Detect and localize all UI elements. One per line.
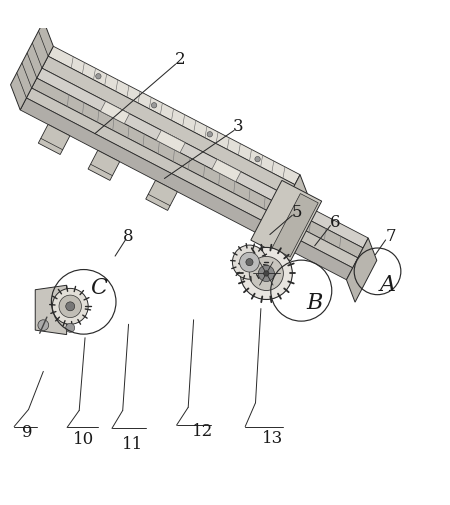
Text: 3: 3	[233, 118, 244, 135]
Circle shape	[239, 252, 259, 272]
Text: C: C	[90, 277, 107, 299]
Polygon shape	[48, 46, 300, 185]
Polygon shape	[38, 124, 70, 155]
Circle shape	[59, 295, 81, 318]
Text: 13: 13	[261, 430, 283, 447]
Text: 6: 6	[330, 214, 340, 231]
Text: 9: 9	[22, 424, 33, 441]
Polygon shape	[212, 159, 241, 182]
Text: B: B	[306, 292, 323, 314]
Circle shape	[96, 74, 101, 79]
Text: 7: 7	[386, 228, 396, 245]
Polygon shape	[100, 102, 130, 124]
Circle shape	[246, 259, 253, 266]
Polygon shape	[42, 56, 295, 196]
Circle shape	[66, 302, 75, 311]
Circle shape	[151, 103, 157, 108]
Polygon shape	[146, 180, 177, 211]
Circle shape	[258, 266, 274, 281]
Circle shape	[240, 247, 292, 299]
Polygon shape	[346, 238, 377, 302]
Circle shape	[255, 157, 260, 162]
Polygon shape	[88, 150, 120, 180]
Polygon shape	[10, 21, 54, 110]
Text: 10: 10	[73, 431, 94, 448]
Polygon shape	[32, 78, 363, 258]
Polygon shape	[251, 180, 322, 261]
Circle shape	[38, 320, 49, 331]
Text: 12: 12	[192, 424, 213, 440]
Polygon shape	[35, 285, 67, 335]
Polygon shape	[37, 68, 368, 248]
Circle shape	[232, 245, 266, 279]
Polygon shape	[156, 130, 185, 153]
Circle shape	[66, 323, 75, 332]
Polygon shape	[272, 193, 318, 257]
Polygon shape	[20, 98, 353, 280]
Circle shape	[249, 257, 284, 290]
Circle shape	[264, 271, 269, 276]
Text: 11: 11	[122, 435, 144, 452]
Circle shape	[207, 132, 212, 137]
Text: 5: 5	[292, 204, 302, 221]
Polygon shape	[288, 175, 310, 222]
Polygon shape	[27, 88, 358, 268]
Circle shape	[52, 288, 88, 324]
Text: 2: 2	[175, 51, 185, 68]
Text: A: A	[379, 274, 396, 296]
Text: 8: 8	[123, 228, 134, 245]
